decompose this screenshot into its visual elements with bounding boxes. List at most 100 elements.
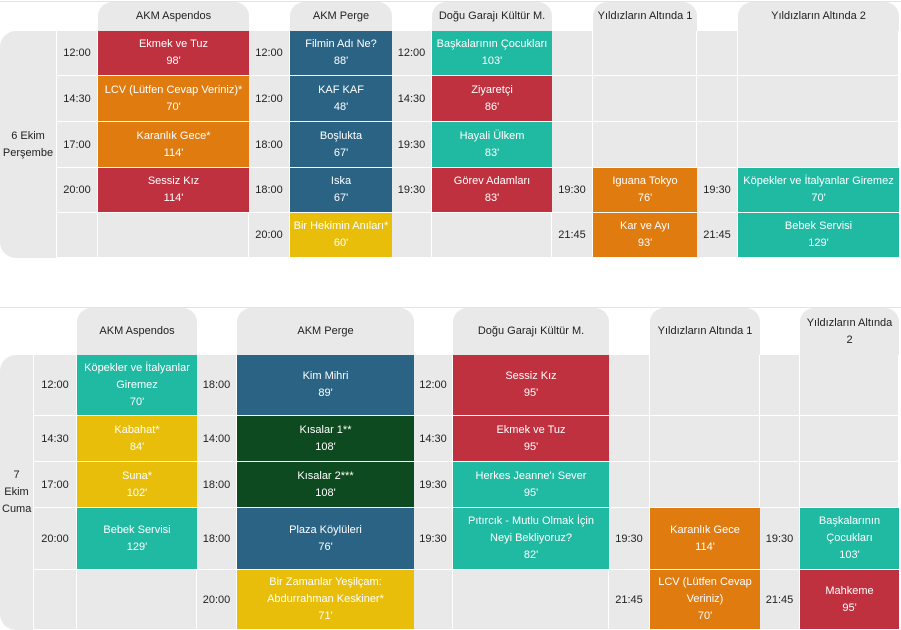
film-title[interactable]: Başkalarının Çocukları [436, 38, 548, 50]
film-duration: 76' [637, 192, 653, 204]
film-title[interactable]: Görev Adamları [453, 175, 531, 187]
film-title[interactable]: Suna* [122, 469, 152, 482]
film-screening[interactable]: Bebek Servisi 129' [738, 213, 899, 258]
film-duration: 129' [808, 237, 829, 249]
film-screening[interactable]: Sessiz Kız 114' [98, 168, 249, 213]
film-screening[interactable]: Ekmek ve Tuz 98' [98, 31, 249, 76]
film-screening[interactable]: Köpekler ve İtalyanlar Giremez 70' [77, 355, 197, 416]
film-title[interactable]: Ekmek ve Tuz [138, 38, 209, 50]
film-screening[interactable]: Bebek Servisi 129' [77, 508, 197, 570]
film-duration: 108' [315, 486, 336, 499]
film-title[interactable]: Iska [330, 175, 352, 187]
venue-header-row: AKM Aspendos AKM Perge Doğu Garajı Kültür … [0, 2, 899, 31]
film-screening[interactable]: LCV (Lütfen Cevap Veriniz) 70' [650, 570, 760, 630]
film-screening[interactable]: Başkalarının Çocukları 103' [432, 31, 552, 76]
schedule-row: 20:00 Bebek Servisi 129' 18:00 Plaza Köylüle… [0, 508, 899, 570]
film-duration: 70' [166, 100, 181, 113]
schedule-row: 17:00 Suna* 102' 18:00 Kısalar 2*** 108' 19:30… [0, 462, 899, 508]
showtime: 14:30 [392, 76, 432, 122]
film-screening[interactable]: Bir Zamanlar Yeşilçam: Abdurrahman Keski… [237, 570, 414, 630]
film-title[interactable]: Ekmek ve Tuz [496, 423, 566, 436]
showtime: 19:30 [414, 508, 453, 570]
film-title[interactable]: Bir Zamanlar Yeşilçam: Abdurrahman Keski… [267, 576, 384, 605]
empty-time-slot [552, 122, 593, 168]
film-title[interactable]: Sessiz Kız [147, 175, 200, 187]
film-title[interactable]: Kim Mihri [302, 370, 349, 382]
film-title[interactable]: Hayali Ülkem [459, 129, 525, 142]
film-screening[interactable]: Kar ve Ayı 93' [593, 213, 697, 258]
film-screening[interactable]: Pıtırcık - Mutlu Olmak İçin Neyi Bekliyo… [453, 508, 609, 570]
divider [0, 1, 901, 2]
empty-slot [593, 31, 697, 76]
film-title[interactable]: Filmin Adı Ne? [305, 38, 377, 50]
schedule-row: 6 Ekim Perşembe 12:00 Ekmek ve Tuz 98' 12:00… [0, 31, 899, 258]
film-screening[interactable]: Sessiz Kız 95' [453, 355, 609, 416]
showtime: 20:00 [57, 168, 98, 213]
film-screening[interactable]: Karanlık Gece 114' [650, 508, 760, 570]
film-title[interactable]: Köpekler ve İtalyanlar Giremez [743, 175, 894, 187]
film-title[interactable]: Başkalarının Çocukları [818, 515, 881, 544]
empty-time-slot [609, 355, 650, 416]
film-duration: 98' [166, 55, 181, 67]
showtime: 21:45 [552, 213, 593, 258]
showtime: 19:30 [760, 508, 800, 570]
film-title[interactable]: Kabahat* [114, 423, 160, 436]
film-screening[interactable]: Ekmek ve Tuz 95' [453, 416, 609, 462]
showtime: 20:00 [34, 508, 77, 570]
venue-header: AKM Aspendos [77, 308, 197, 355]
film-title[interactable]: KAF KAF [318, 83, 364, 96]
film-title[interactable]: Kısalar 2*** [297, 469, 354, 482]
film-screening[interactable]: Filmin Adı Ne? 88' [290, 31, 392, 76]
film-screening[interactable]: Mahkeme 95' [800, 570, 899, 630]
film-screening[interactable]: Suna* 102' [77, 462, 197, 508]
schedule-row: 14:30 LCV (Lütfen Cevap Veriniz)* 70' 12:00… [0, 76, 899, 122]
film-title[interactable]: Plaza Köylüleri [289, 523, 362, 536]
film-screening[interactable]: Köpekler ve İtalyanlar Giremez 70' [738, 168, 899, 213]
venue-header: AKM Aspendos [98, 2, 249, 31]
film-screening[interactable]: Başkalarının Çocukları 103' [800, 508, 899, 570]
film-title[interactable]: Karanlık Gece* [136, 129, 211, 142]
film-screening[interactable]: Ziyaretçi 86' [432, 76, 552, 122]
film-title[interactable]: Bebek Servisi [103, 523, 171, 536]
film-title[interactable]: Bir Hekimin Anıları* [293, 220, 389, 232]
film-title[interactable]: Köpekler ve İtalyanlar Giremez [84, 361, 190, 391]
film-title[interactable]: Kar ve Ayı [620, 220, 670, 232]
showtime: 14:30 [57, 76, 98, 122]
film-title[interactable]: Boşlukta [319, 129, 363, 142]
film-screening[interactable]: Kısalar 1** 108' [237, 416, 414, 462]
header-spacer [34, 308, 77, 355]
film-duration: 82' [523, 549, 539, 561]
film-title[interactable]: Bebek Servisi [784, 220, 853, 232]
empty-slot [453, 570, 609, 630]
film-title[interactable]: Ziyaretçi [471, 83, 513, 96]
film-screening[interactable]: Bir Hekimin Anıları* 60' [290, 213, 392, 258]
film-title[interactable]: Sessiz Kız [505, 370, 557, 382]
film-title[interactable]: LCV (Lütfen Cevap Veriniz)* [104, 83, 243, 96]
film-screening[interactable]: Kim Mihri 89' [237, 355, 414, 416]
film-screening[interactable]: Kısalar 2*** 108' [237, 462, 414, 508]
film-screening[interactable]: Hayali Ülkem 83' [432, 122, 552, 168]
film-screening[interactable]: Iguana Tokyo 76' [593, 168, 697, 213]
film-title[interactable]: Iguana Tokyo [612, 175, 678, 187]
film-screening[interactable]: LCV (Lütfen Cevap Veriniz)* 70' [98, 76, 249, 122]
showtime: 14:00 [197, 416, 237, 462]
film-screening[interactable]: Karanlık Gece* 114' [98, 122, 249, 168]
film-duration: 76' [318, 540, 333, 553]
film-title[interactable]: Kısalar 1** [299, 423, 352, 436]
film-screening[interactable]: Kabahat* 84' [77, 416, 197, 462]
film-title[interactable]: Karanlık Gece [670, 523, 740, 536]
film-title[interactable]: Pıtırcık - Mutlu Olmak İçin Neyi Bekliyo… [468, 515, 594, 544]
film-screening[interactable]: Plaza Köylüleri 76' [237, 508, 414, 570]
film-duration: 48' [333, 100, 349, 113]
film-screening[interactable]: Iska 67' [290, 168, 392, 213]
film-title[interactable]: Mahkeme [825, 584, 874, 597]
empty-time-slot [552, 31, 593, 76]
film-title[interactable]: Herkes Jeanne'ı Sever [475, 469, 587, 482]
film-screening[interactable]: KAF KAF 48' [290, 76, 392, 122]
showtime: 18:00 [249, 168, 290, 213]
film-screening[interactable]: Görev Adamları 83' [432, 168, 552, 213]
film-duration: 60' [333, 237, 349, 249]
film-screening[interactable]: Boşlukta 67' [290, 122, 392, 168]
film-title[interactable]: LCV (Lütfen Cevap Veriniz) [658, 576, 752, 605]
film-screening[interactable]: Herkes Jeanne'ı Sever 95' [453, 462, 609, 508]
